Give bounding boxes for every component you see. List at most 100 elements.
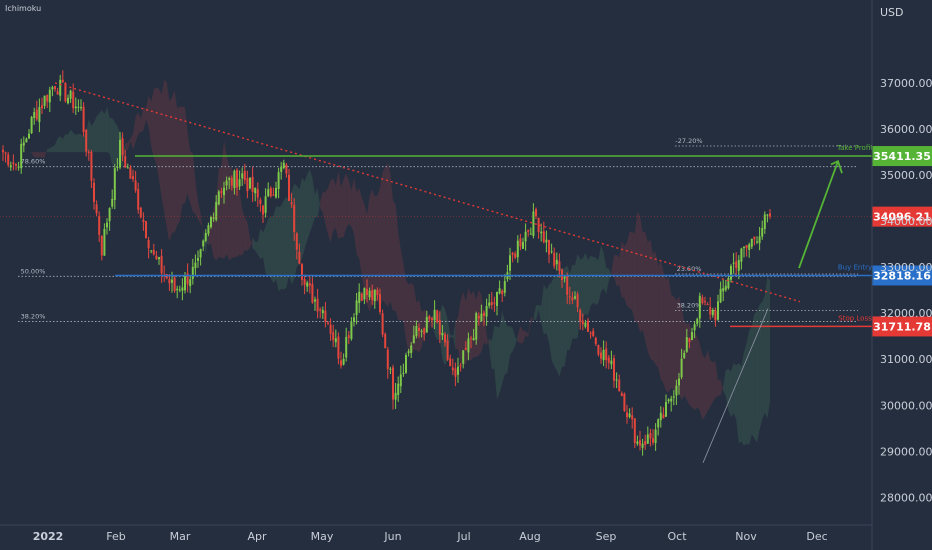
cloud-segment xyxy=(606,267,609,295)
candle-body xyxy=(225,180,228,186)
cloud-segment xyxy=(640,216,643,333)
candle-body xyxy=(722,288,725,292)
candle-body xyxy=(405,354,407,373)
cloud-segment xyxy=(408,282,412,355)
candle-body xyxy=(711,309,714,316)
candle-body xyxy=(106,222,108,228)
cloud-segment xyxy=(621,240,625,298)
candle-body xyxy=(581,320,584,325)
candle-body xyxy=(329,324,332,334)
cloud-segment xyxy=(239,190,243,256)
cloud-segment xyxy=(62,134,66,153)
target-arrow xyxy=(798,160,839,269)
candle-body xyxy=(230,177,233,186)
candle-body xyxy=(327,322,329,324)
cloud-segment xyxy=(582,252,586,319)
cloud-segment xyxy=(463,291,466,365)
cloud-segment xyxy=(335,170,339,239)
candle-body xyxy=(69,90,72,99)
cloud-segment xyxy=(590,255,594,307)
cloud-segment xyxy=(338,170,341,239)
candle-body xyxy=(311,284,314,303)
candle-body xyxy=(358,291,361,304)
candle-body xyxy=(717,301,719,320)
candle-body xyxy=(459,365,462,367)
candle-body xyxy=(628,413,631,418)
candle-body xyxy=(662,414,665,419)
cloud-segment xyxy=(707,349,711,411)
candle-body xyxy=(522,241,524,249)
cloud-segment xyxy=(634,211,638,323)
candle-body xyxy=(67,97,69,104)
candle-body xyxy=(675,385,678,396)
candle-body xyxy=(204,232,207,241)
candle-body xyxy=(90,151,93,181)
cloud-segment xyxy=(569,264,573,350)
cloud-segment xyxy=(754,311,757,443)
candle-body xyxy=(657,419,660,428)
cloud-segment xyxy=(720,379,724,396)
candle-body xyxy=(654,429,657,443)
candle-body xyxy=(579,309,582,322)
cloud-segment xyxy=(203,229,206,256)
cloud-segment xyxy=(533,305,536,321)
cloud-segment xyxy=(328,180,331,243)
candle-body xyxy=(350,321,353,339)
cloud-segment xyxy=(55,138,58,153)
cloud-segment xyxy=(281,200,284,290)
candle-body xyxy=(345,337,348,358)
cloud-segment xyxy=(512,327,516,352)
cloud-segment xyxy=(762,295,765,420)
candle-body xyxy=(696,318,699,324)
cloud-segment xyxy=(549,282,552,360)
cloud-segment xyxy=(257,228,261,260)
candle-body xyxy=(691,332,693,340)
cloud-segment xyxy=(515,335,518,346)
cloud-segment xyxy=(49,146,53,153)
candle-body xyxy=(298,251,301,264)
candle-body xyxy=(25,138,28,143)
cloud-segment xyxy=(286,196,289,288)
candle-body xyxy=(199,249,202,258)
cloud-segment xyxy=(34,152,37,158)
cloud-segment xyxy=(96,113,100,153)
candle-body xyxy=(355,300,358,315)
y-tick-label: 33000.00 xyxy=(880,261,932,274)
candle-body xyxy=(724,285,727,290)
cloud-segment xyxy=(725,368,729,411)
candle-body xyxy=(490,302,493,306)
cloud-segment xyxy=(471,290,474,361)
candle-body xyxy=(745,245,748,249)
take-profit-price-tag-bg xyxy=(872,146,932,167)
take-profit-label: Take Profit xyxy=(836,144,873,152)
cloud-segment xyxy=(530,316,534,323)
cloud-segment xyxy=(36,152,40,158)
candle-body xyxy=(176,288,179,291)
candle-body xyxy=(324,310,327,322)
candle-body xyxy=(428,316,431,320)
candle-body xyxy=(238,179,241,187)
candle-body xyxy=(672,396,675,398)
cloud-segment xyxy=(629,231,633,311)
candle-body xyxy=(571,297,574,301)
cloud-segment xyxy=(169,97,172,243)
cloud-segment xyxy=(718,379,721,396)
fib-label: 38.20% xyxy=(21,312,46,320)
cloud-segment xyxy=(151,89,154,158)
candle-body xyxy=(457,366,459,375)
candle-body xyxy=(251,176,254,192)
candle-body xyxy=(152,250,155,255)
candle-body xyxy=(631,415,634,420)
candle-body xyxy=(256,189,259,198)
cloud-segment xyxy=(507,326,510,373)
candle-body xyxy=(480,313,483,322)
candle-body xyxy=(727,277,730,289)
cloud-segment xyxy=(728,368,731,418)
candle-body xyxy=(158,257,160,260)
cloud-segment xyxy=(364,203,367,305)
candle-body xyxy=(574,296,576,299)
candle-body xyxy=(376,289,379,296)
cloud-segment xyxy=(29,152,32,153)
candle-body xyxy=(389,368,392,370)
